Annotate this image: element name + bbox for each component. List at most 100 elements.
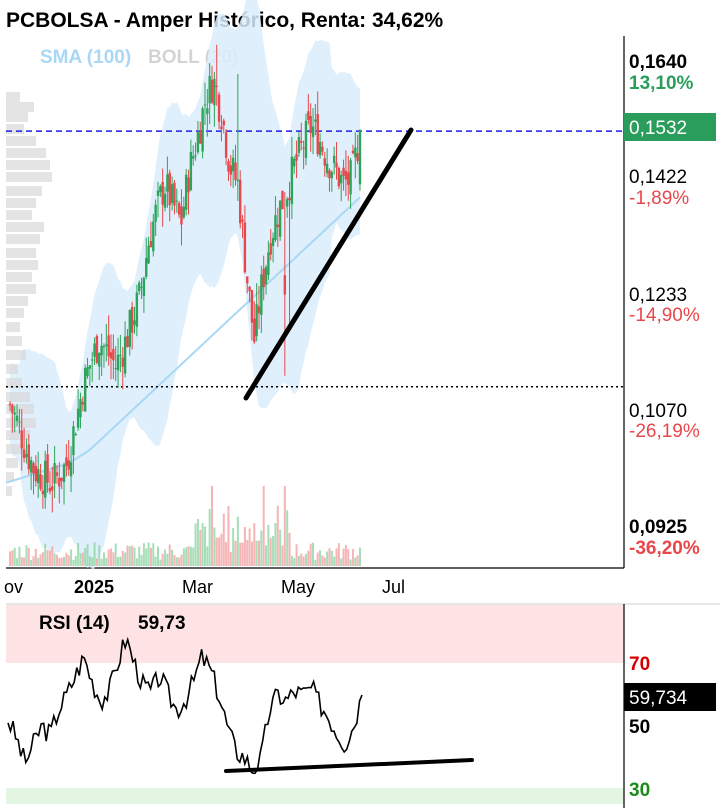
- candle-body: [274, 215, 277, 240]
- volume-bar: [227, 506, 230, 566]
- volume-bar: [149, 547, 152, 566]
- candle-body: [147, 245, 150, 264]
- candle-body: [93, 343, 96, 357]
- volume-bar: [95, 558, 98, 566]
- volume-bar: [142, 543, 145, 566]
- candle-body: [262, 268, 265, 287]
- volume-bar: [32, 556, 35, 566]
- trendline-rsi: [224, 758, 474, 773]
- volume-profile-bar: [6, 392, 30, 402]
- candle-body: [109, 352, 113, 359]
- volume-bar: [351, 549, 354, 566]
- candle-body: [128, 310, 131, 347]
- rsi-value: 59,73: [138, 613, 186, 634]
- candle-body: [170, 184, 174, 204]
- volume-bar: [262, 486, 265, 566]
- candle-body: [140, 286, 143, 288]
- volume-profile-bar: [6, 458, 18, 468]
- volume-profile-bar: [6, 260, 38, 270]
- candle-body: [180, 206, 183, 225]
- volume-bar: [102, 552, 105, 566]
- candle-body: [161, 181, 164, 205]
- volume-profile-bar: [6, 378, 22, 388]
- candle-body: [46, 454, 49, 483]
- volume-bar: [222, 513, 225, 566]
- price-tick-1070: 0,1070: [629, 401, 687, 422]
- volume-profile-bar: [6, 234, 40, 244]
- candle-body: [8, 403, 12, 406]
- volume-bar: [356, 555, 359, 566]
- volume-bar: [81, 552, 84, 566]
- volume-bar: [312, 542, 315, 566]
- candle-body: [86, 367, 89, 377]
- volume-bar: [321, 555, 324, 566]
- volume-bar: [74, 555, 77, 566]
- volume-bar: [243, 527, 246, 566]
- time-tick-jul: Jul: [382, 577, 405, 597]
- volume-bar: [218, 537, 221, 566]
- volume-bar: [145, 548, 148, 566]
- candle-body: [201, 108, 204, 152]
- candle-body: [297, 136, 301, 153]
- current-price-bg: [624, 113, 716, 141]
- volume-bar: [187, 546, 190, 566]
- volume-bar: [58, 557, 61, 566]
- candle-body: [283, 275, 287, 295]
- candle-body: [311, 126, 315, 138]
- candle-body: [349, 160, 352, 195]
- volume-bar: [105, 557, 108, 566]
- volume-bar: [168, 544, 171, 566]
- volume-bar: [84, 548, 87, 566]
- candle-body: [318, 141, 322, 156]
- volume-bar: [215, 537, 218, 566]
- volume-bar: [63, 556, 66, 566]
- volume-bar: [147, 542, 150, 566]
- volume-bar: [46, 550, 49, 566]
- percent-tick-1070: -26,19%: [629, 421, 700, 442]
- volume-bar: [344, 545, 347, 566]
- candle-body: [123, 336, 127, 374]
- candle-body: [206, 108, 209, 115]
- candle-body: [72, 426, 75, 456]
- volume-bar: [201, 523, 204, 566]
- volume-profile-bar: [6, 336, 22, 346]
- volume-bar: [304, 554, 307, 566]
- candle-body: [18, 421, 21, 423]
- rsi-current-label: 59,734: [629, 688, 688, 709]
- candle-body: [325, 163, 329, 174]
- volume-bar: [189, 546, 192, 566]
- candle-body: [22, 449, 26, 459]
- volume-profile-bar: [6, 124, 24, 134]
- volume-profile-bar: [6, 418, 36, 428]
- volume-bar: [117, 556, 120, 566]
- candle-body: [290, 156, 294, 205]
- volume-profile-bar: [6, 364, 18, 374]
- time-tick-mar: Mar: [182, 577, 213, 597]
- volume-bar: [342, 548, 345, 566]
- candle-body: [246, 276, 249, 284]
- candle-body: [175, 200, 178, 202]
- candle-body: [271, 237, 275, 246]
- bollinger-band: [10, 0, 360, 569]
- candle-body: [300, 140, 303, 143]
- candle-body: [342, 167, 345, 176]
- volume-bar: [220, 533, 223, 566]
- volume-bar: [55, 554, 58, 566]
- volume-bar: [295, 544, 298, 566]
- volume-bar: [44, 543, 47, 566]
- candle-body: [222, 120, 225, 126]
- candle-body: [337, 167, 341, 187]
- volume-profile-bar: [6, 92, 20, 102]
- candle-body: [13, 412, 16, 415]
- candle-body: [44, 460, 47, 498]
- percent-tick-1640: 13,10%: [629, 73, 694, 94]
- candle-body: [356, 153, 359, 162]
- candle-body: [243, 222, 247, 273]
- volume-bar: [159, 559, 162, 566]
- candle-body: [285, 198, 289, 207]
- candle-body: [295, 153, 298, 161]
- volume-bar: [236, 516, 239, 566]
- volume-bar: [269, 537, 272, 566]
- candle-body: [67, 460, 70, 470]
- volume-profile-bar: [6, 272, 32, 282]
